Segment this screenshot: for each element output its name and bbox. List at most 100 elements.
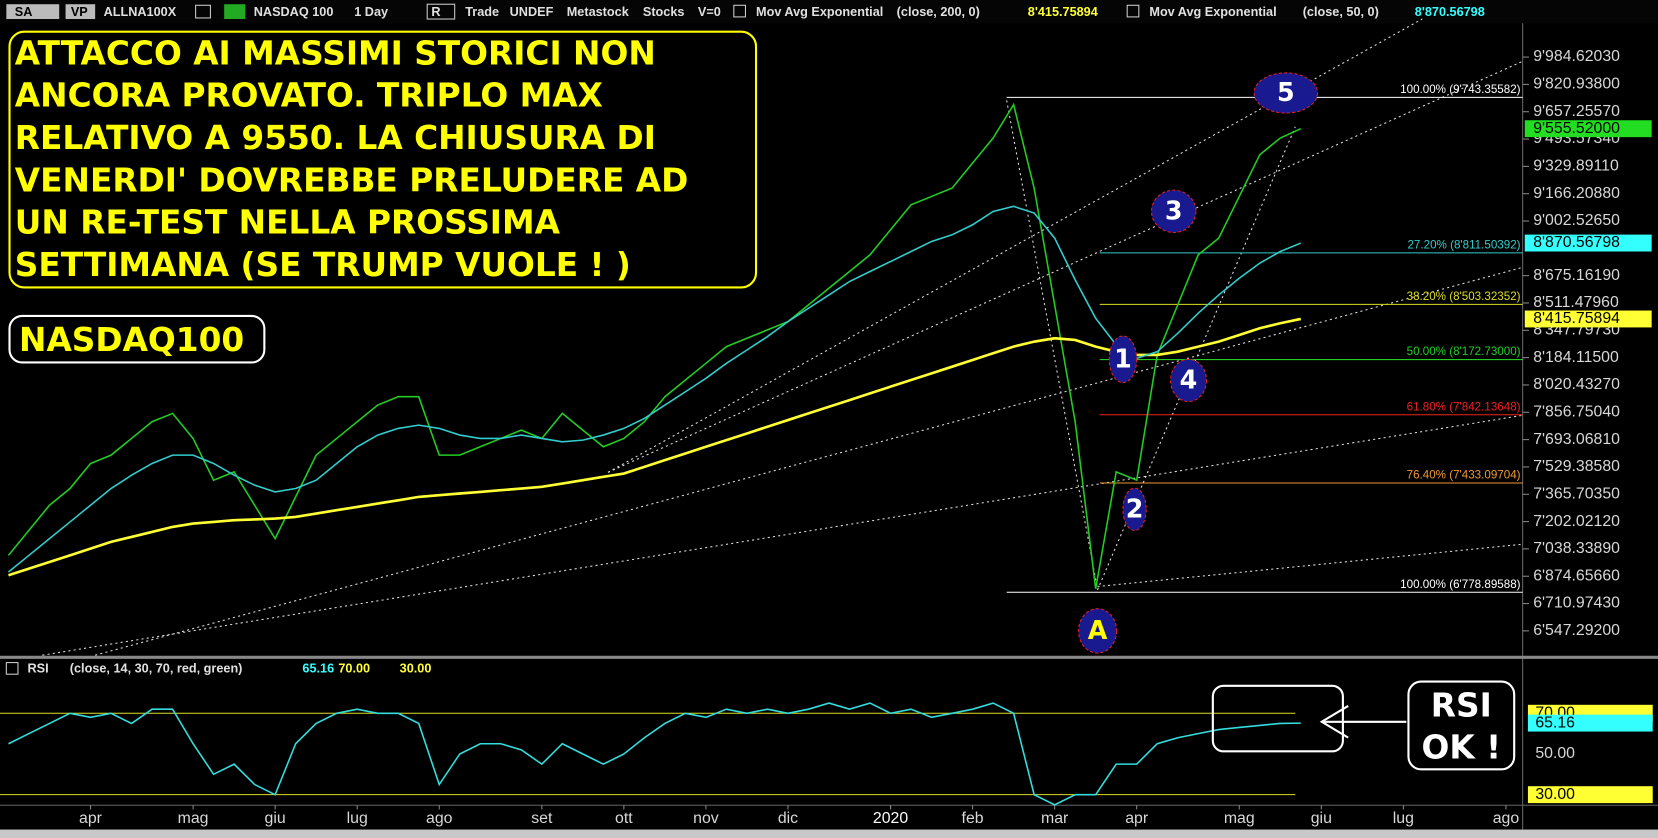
fib-label: 76.40% (7'433.09704)	[1407, 469, 1521, 482]
fib-label: 61.80% (7'842.13648)	[1407, 400, 1521, 413]
wave-marker	[1150, 189, 1197, 234]
source: Metastock	[567, 5, 630, 19]
rsi-value-tag	[1527, 714, 1653, 732]
ticker-label: NASDAQ100	[19, 321, 244, 359]
wave-line	[1006, 100, 1099, 590]
y-tick-label: 7'693.06810	[1533, 431, 1620, 448]
annotation-line: ATTACCO AI MASSIMI STORICI NON	[15, 34, 656, 72]
ticker-box	[8, 314, 266, 364]
y-tick-label: 6'547.29200	[1533, 622, 1620, 639]
x-tick-label: 2020	[873, 810, 908, 827]
symbol[interactable]: ALLNA100X	[104, 5, 177, 19]
y-tick-label: 8'184.11500	[1533, 349, 1619, 366]
ma-value: 8'415.75894	[1028, 5, 1098, 19]
wave-label: A	[1088, 615, 1108, 645]
ma-params: (close, 200, 0)	[897, 5, 980, 19]
x-tick-label: apr	[79, 810, 103, 827]
wave-marker	[1170, 358, 1208, 403]
wave-markers: 1 2 3 4 5 A	[1078, 72, 1319, 654]
indicator-button[interactable]	[224, 4, 246, 20]
x-tick-label: ago	[426, 810, 453, 827]
undef: UNDEF	[510, 5, 554, 19]
x-tick-label: giu	[265, 810, 286, 827]
wave-label: 5	[1277, 77, 1295, 107]
y-tick-label: 9'002.52650	[1533, 212, 1620, 229]
x-tick-label: mag	[1224, 810, 1255, 827]
rsi-value-label: 65.16	[1535, 714, 1575, 731]
rsi-params: (close, 14, 30, 70, red, green)	[70, 661, 243, 675]
annotation-line: UN RE-TEST NELLA PROSSIMA	[15, 204, 561, 242]
close-box[interactable]	[733, 4, 746, 18]
ma-name: Mov Avg Exponential	[756, 5, 883, 19]
price-tag	[1524, 120, 1652, 138]
annotation-line: SETTIMANA (SE TRUMP VUOLE ! )	[15, 246, 631, 284]
y-tick-label: 8'511.47960	[1533, 294, 1619, 311]
fib-label: 50.00% (8'172.73000)	[1407, 345, 1521, 358]
ma-name: Mov Avg Exponential	[1149, 5, 1276, 19]
annotation-line: RELATIVO A 9550. LA CHIUSURA DI	[15, 119, 656, 157]
dropdown[interactable]	[195, 4, 211, 19]
wave-line	[1097, 126, 1296, 590]
annotation-line: ANCORA PROVATO. TRIPLO MAX	[15, 77, 603, 115]
r-button[interactable]	[426, 3, 456, 20]
rsi-tick-label: 50.00	[1535, 745, 1575, 762]
x-tick-label: dic	[778, 810, 798, 827]
y-tick-label: 9'166.20880	[1533, 185, 1620, 202]
arrow-head	[1319, 705, 1349, 739]
y-tick-label: 9'820.93800	[1533, 76, 1620, 93]
period[interactable]: 1 Day	[354, 5, 388, 19]
x-tick-label: nov	[693, 810, 719, 827]
fib-label: 38.20% (8'503.32352)	[1407, 290, 1521, 303]
close-box[interactable]	[5, 662, 19, 675]
wave-label: 3	[1165, 195, 1183, 225]
trend-line	[42, 414, 1523, 656]
price-plot: 9'984.620309'820.938009'657.255709'493.5…	[7, 48, 1652, 827]
wave-label: 1	[1114, 343, 1132, 373]
wave-label: 2	[1126, 493, 1144, 523]
price-tag-label: 8'870.56798	[1533, 234, 1620, 251]
trade: Trade	[465, 5, 499, 19]
trend-line	[607, 18, 1423, 473]
sa-button[interactable]	[6, 4, 60, 20]
ma-value: 8'870.56798	[1415, 5, 1485, 19]
y-tick-label: 6'874.65660	[1533, 567, 1620, 584]
wave-marker	[1108, 335, 1138, 384]
rsi-upper: 70.00	[338, 661, 370, 675]
vp-button[interactable]	[65, 4, 96, 20]
y-tick-label: 9'984.62030	[1533, 48, 1620, 65]
close-box[interactable]	[1126, 4, 1140, 18]
x-tick-label: ago	[1493, 810, 1520, 827]
x-tick-label: lug	[1393, 810, 1414, 827]
trend-lines	[42, 18, 1523, 656]
price-tag	[1524, 234, 1652, 252]
series-line	[7, 102, 1302, 589]
rsi-tick-label: 30.00	[1535, 786, 1575, 803]
y-tick-label: 7'365.70350	[1533, 485, 1620, 502]
y-tick-label: 6'710.97430	[1533, 595, 1620, 612]
wave-label: 4	[1180, 364, 1198, 394]
x-tick-label: mag	[178, 810, 209, 827]
stocks: Stocks	[643, 5, 685, 19]
y-tick-label: 9'657.25570	[1533, 103, 1620, 120]
x-tick-label: feb	[962, 810, 984, 827]
wave-marker	[1253, 72, 1319, 114]
fib-label: 100.00% (9'743.35582)	[1400, 83, 1521, 96]
status-bar	[0, 829, 1658, 838]
trend-line	[1097, 543, 1523, 588]
y-tick-label: 9'329.89110	[1533, 158, 1619, 175]
ma-params: (close, 50, 0)	[1303, 5, 1379, 19]
annotation-line: VENERDI' DOVREBBE PRELUDERE AD	[15, 161, 688, 199]
rsi-tag	[1527, 786, 1653, 804]
toolbar	[0, 0, 1658, 24]
note-line: RSI	[1431, 686, 1492, 724]
fib-label: 27.20% (8'811.50392)	[1407, 239, 1520, 252]
y-tick-label: 8'020.43270	[1533, 376, 1620, 393]
trend-line	[607, 60, 1523, 473]
x-tick-label: ott	[615, 810, 633, 827]
price-tag-label: 9'555.52000	[1533, 120, 1620, 137]
y-tick-label: 7'038.33890	[1533, 540, 1620, 557]
wave-marker	[1122, 487, 1147, 532]
